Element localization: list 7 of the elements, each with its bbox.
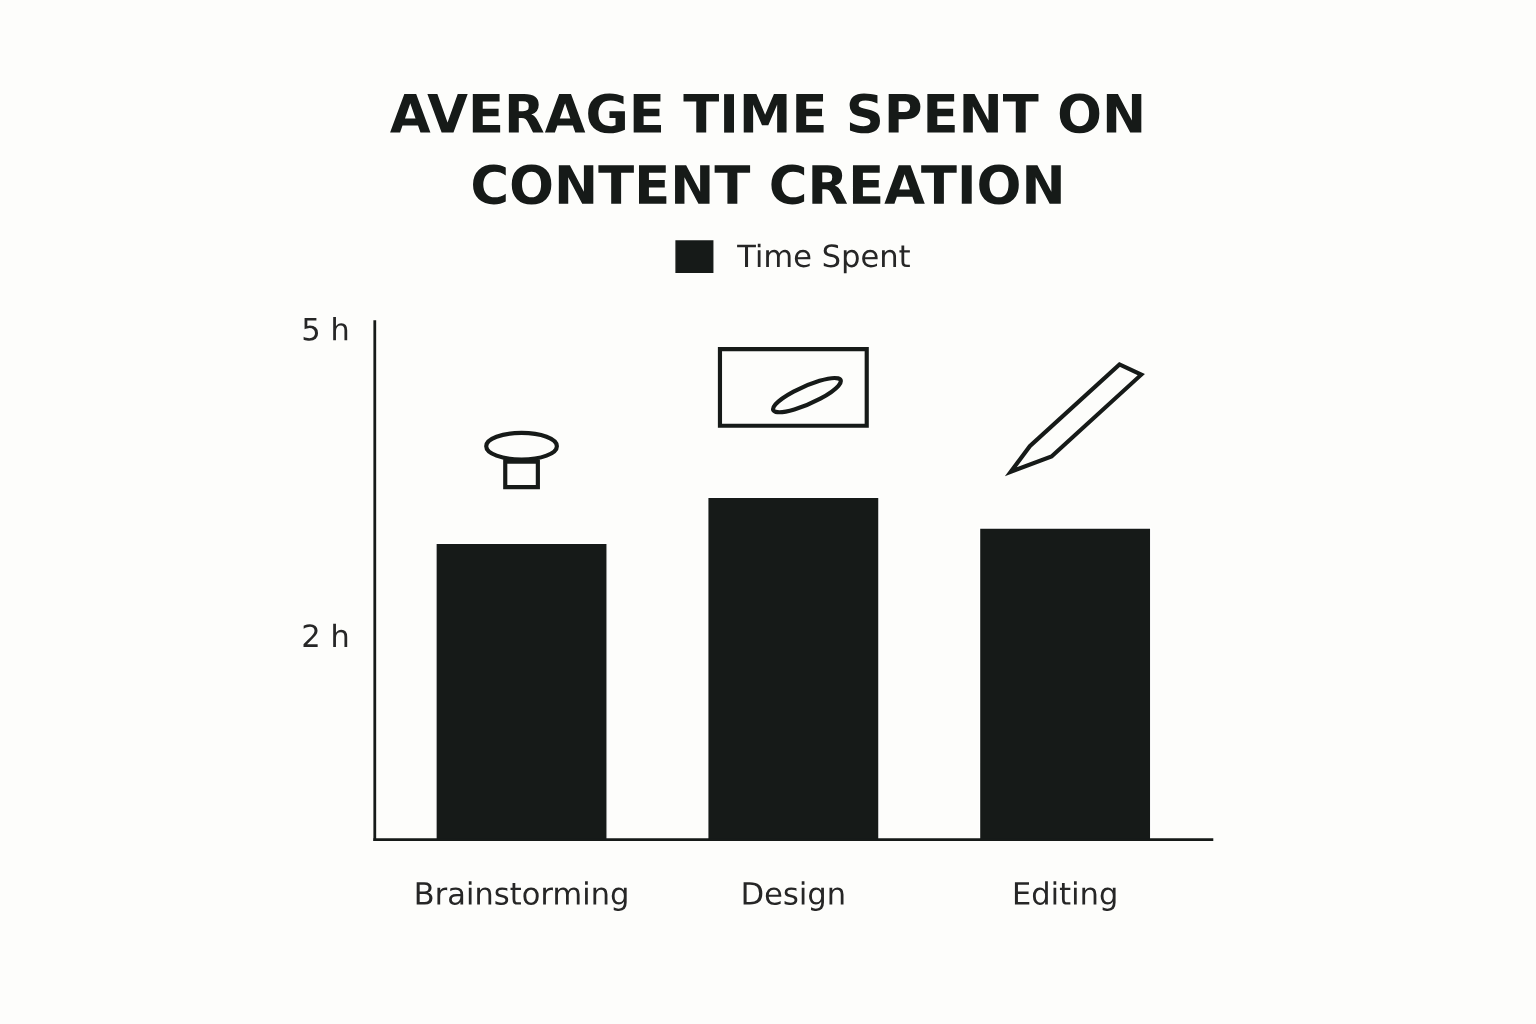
y-tick-label: 5 h [303, 317, 348, 341]
chart-title: AVERAGE TIME SPENT ON CONTENT CREATION [390, 93, 1142, 205]
y-tick-label: 2 h [303, 623, 348, 647]
x-tick-label: Brainstorming [416, 881, 627, 911]
x-tick-label: Editing [1014, 881, 1116, 911]
x-tick-label: Design [743, 881, 844, 911]
legend-label: Time Spent [737, 243, 910, 274]
